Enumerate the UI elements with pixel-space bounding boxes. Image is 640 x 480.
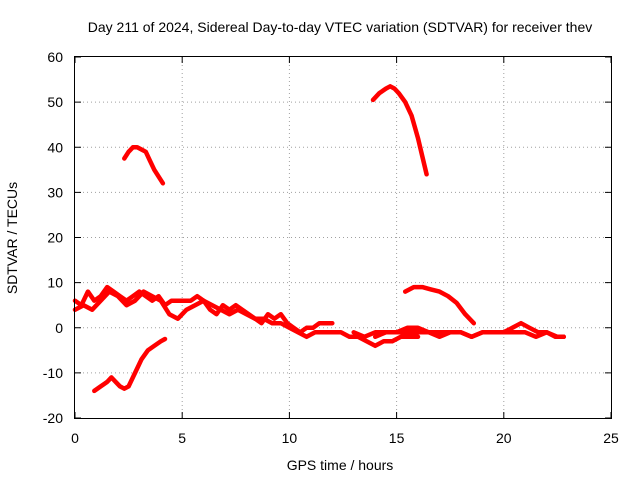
y-tick-label: 60: [47, 49, 63, 65]
series-upper-right-arc: [402, 284, 477, 326]
x-axis-label: GPS time / hours: [287, 457, 394, 473]
y-tick-label: 50: [47, 94, 63, 110]
chart-title: Day 211 of 2024, Sidereal Day-to-day VTE…: [88, 19, 592, 35]
y-tick-label: 0: [55, 320, 63, 336]
y-tick-label: -20: [43, 410, 63, 426]
y-tick-label: 40: [47, 139, 63, 155]
x-tick-label: 5: [178, 430, 186, 446]
y-tick-label: 30: [47, 184, 63, 200]
x-tick-label: 10: [282, 430, 298, 446]
ticks: 0 5 10 15 20 25 -20 -10 0 10 20 30 40 50 60: [43, 49, 619, 446]
x-tick-label: 0: [71, 430, 79, 446]
x-tick-label: 15: [389, 430, 405, 446]
series-early-peak: [122, 145, 166, 186]
y-axis-label: SDTVAR / TECUs: [4, 182, 20, 294]
series-midday-peak: [370, 84, 429, 177]
series-layer: [72, 84, 567, 394]
series-negative-arc: [92, 336, 168, 394]
y-tick-label: -10: [43, 365, 63, 381]
y-tick-label: 10: [47, 275, 63, 291]
x-tick-label: 25: [603, 430, 619, 446]
y-tick-label: 20: [47, 230, 63, 246]
plot-frame: [74, 56, 612, 419]
series-main-band-b: [72, 289, 421, 349]
x-tick-label: 20: [496, 430, 512, 446]
grid: [75, 57, 611, 418]
series-right-band-upper: [372, 320, 567, 340]
